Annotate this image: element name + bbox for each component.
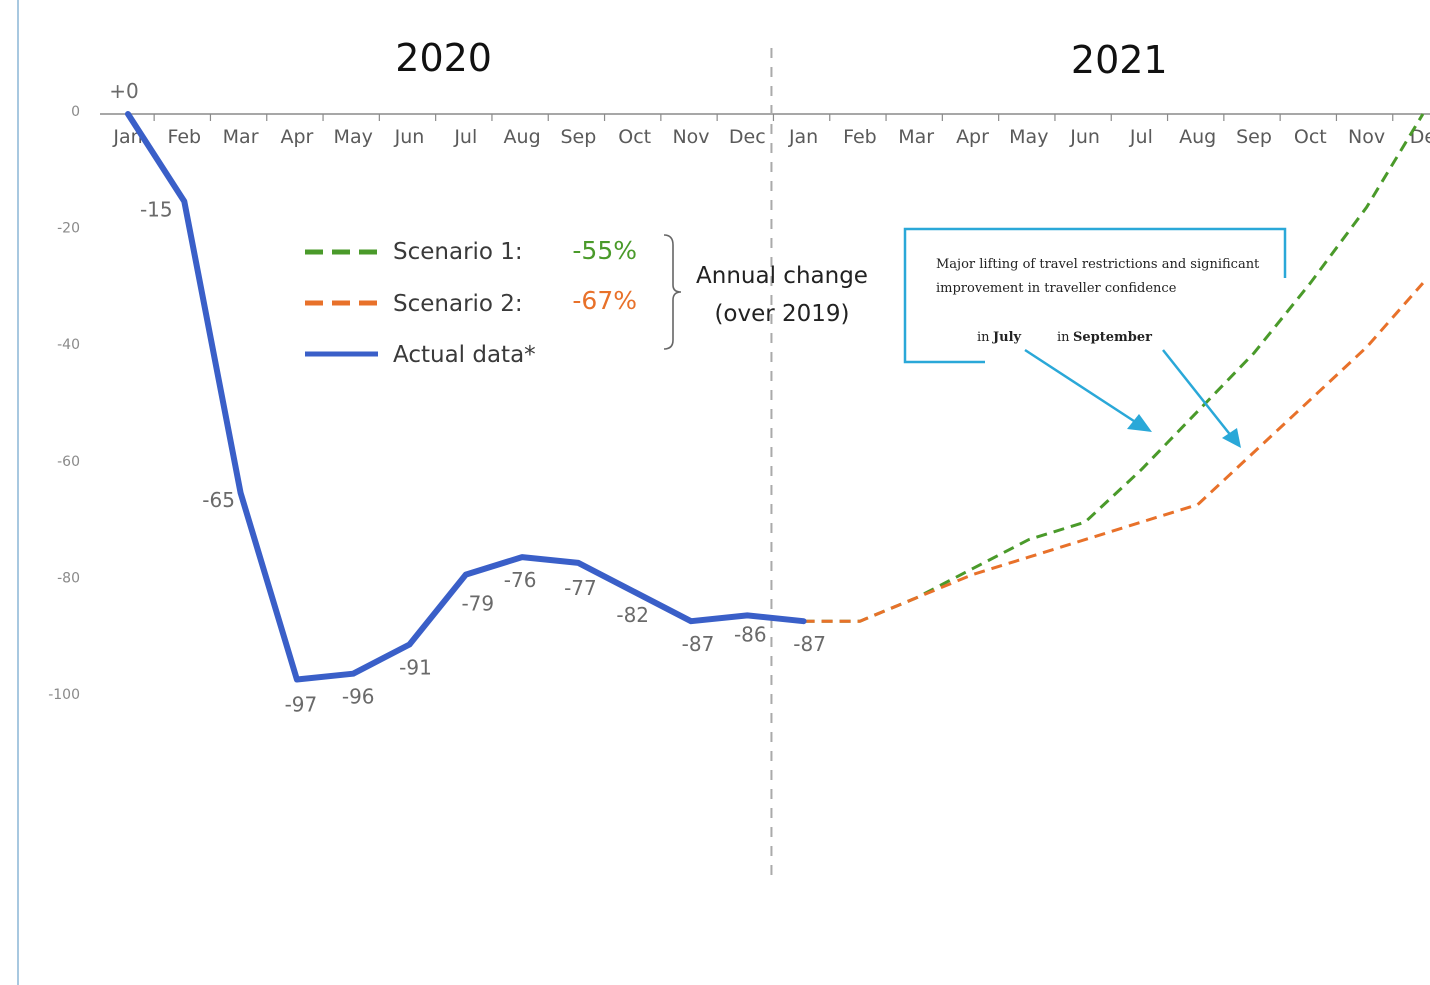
- y-tick-label: -80: [57, 570, 80, 586]
- x-tick-label: Sep: [560, 126, 596, 148]
- annotation-july-prefix: in: [977, 330, 990, 345]
- legend-label-scenario-1: Scenario 1:: [393, 239, 523, 265]
- data-labels: +0 -15 -65 -97 -96 -91 -79 -76 -77 -82 -87 -86 -87: [109, 79, 826, 717]
- series-actual-line: [125, 111, 807, 683]
- arrow-september: [1162, 349, 1233, 438]
- data-label: -87: [682, 632, 715, 656]
- x-tick-label: Oct: [618, 126, 651, 148]
- arrow-september-head-icon: [1222, 428, 1241, 448]
- x-tick-label: Feb: [167, 126, 201, 148]
- x-tick-label: Oct: [1294, 126, 1327, 148]
- year-label-2020: 2020: [395, 36, 492, 80]
- legend: Scenario 1: -55% Scenario 2: -67% Actual…: [305, 234, 868, 368]
- x-tick-label: Nov: [672, 126, 709, 148]
- year-label-2021: 2021: [1071, 38, 1168, 82]
- data-label: -79: [461, 592, 494, 616]
- x-ticks: Jan Feb Mar Apr May Jun Jul Aug Sep Oct Nov Dec Jan F…: [112, 114, 1430, 148]
- x-tick-label: Jan: [788, 126, 818, 148]
- x-tick-label: Mar: [898, 126, 934, 148]
- legend-label-actual: Actual data*: [393, 342, 536, 368]
- data-label: -91: [399, 656, 432, 680]
- x-tick-label: May: [1009, 126, 1048, 148]
- x-tick-label: Sep: [1236, 126, 1272, 148]
- series-scenario-2-line: [803, 282, 1425, 623]
- arrow-july-head-icon: [1127, 414, 1152, 432]
- data-label: -76: [504, 568, 537, 592]
- arrow-july: [1024, 348, 1141, 427]
- series-scenario-1-line: [803, 113, 1425, 623]
- y-tick-label: -60: [57, 454, 80, 470]
- annotation-line-1: Major lifting of travel restrictions and…: [936, 257, 1260, 272]
- x-tick-label: Jun: [394, 126, 425, 148]
- x-tick-label: Aug: [504, 126, 541, 148]
- annotation: Major lifting of travel restrictions and…: [903, 227, 1287, 448]
- legend-label-scenario-2: Scenario 2:: [393, 291, 523, 317]
- x-tick-label: Jul: [1129, 126, 1153, 148]
- x-tick-label: Jun: [1069, 126, 1100, 148]
- legend-value-scenario-1: -55%: [572, 236, 637, 265]
- data-label: -77: [564, 576, 597, 600]
- legend-bracket: [663, 234, 682, 350]
- x-tick-label: May: [334, 126, 373, 148]
- annual-change-sub-label: (over 2019): [714, 301, 849, 327]
- x-tick-label: Dec: [729, 126, 766, 148]
- legend-value-scenario-2: -67%: [572, 286, 637, 315]
- data-label: -65: [202, 488, 235, 512]
- annotation-line-2: improvement in traveller confidence: [936, 281, 1177, 296]
- x-tick-label: Mar: [223, 126, 259, 148]
- annotation-september-prefix: in: [1057, 330, 1070, 345]
- data-label: +0: [109, 79, 138, 103]
- y-tick-label: -40: [57, 337, 80, 353]
- x-tick-label: De: [1410, 126, 1430, 148]
- data-label: -97: [285, 693, 318, 717]
- data-label: -86: [734, 622, 767, 646]
- data-label: -82: [616, 603, 649, 627]
- y-tick-label: 0: [71, 104, 80, 120]
- x-tick-label: Apr: [956, 126, 989, 148]
- data-label: -87: [793, 632, 826, 656]
- data-label: -15: [140, 197, 173, 221]
- annotation-box: [903, 227, 1287, 364]
- annotation-july: July: [992, 330, 1022, 345]
- x-tick-label: Apr: [280, 126, 313, 148]
- x-tick-label: Jul: [453, 126, 477, 148]
- y-tick-label: -100: [48, 687, 80, 703]
- x-tick-label: Jan: [112, 126, 142, 148]
- y-tick-label: -20: [57, 221, 80, 237]
- x-tick-label: Nov: [1348, 126, 1385, 148]
- x-tick-label: Feb: [843, 126, 877, 148]
- data-label: -96: [342, 685, 375, 709]
- annotation-september: September: [1073, 330, 1152, 345]
- x-tick-label: Aug: [1179, 126, 1216, 148]
- y-ticks: 0 -20 -40 -60 -80 -100: [48, 104, 80, 703]
- annual-change-label: Annual change: [696, 263, 868, 289]
